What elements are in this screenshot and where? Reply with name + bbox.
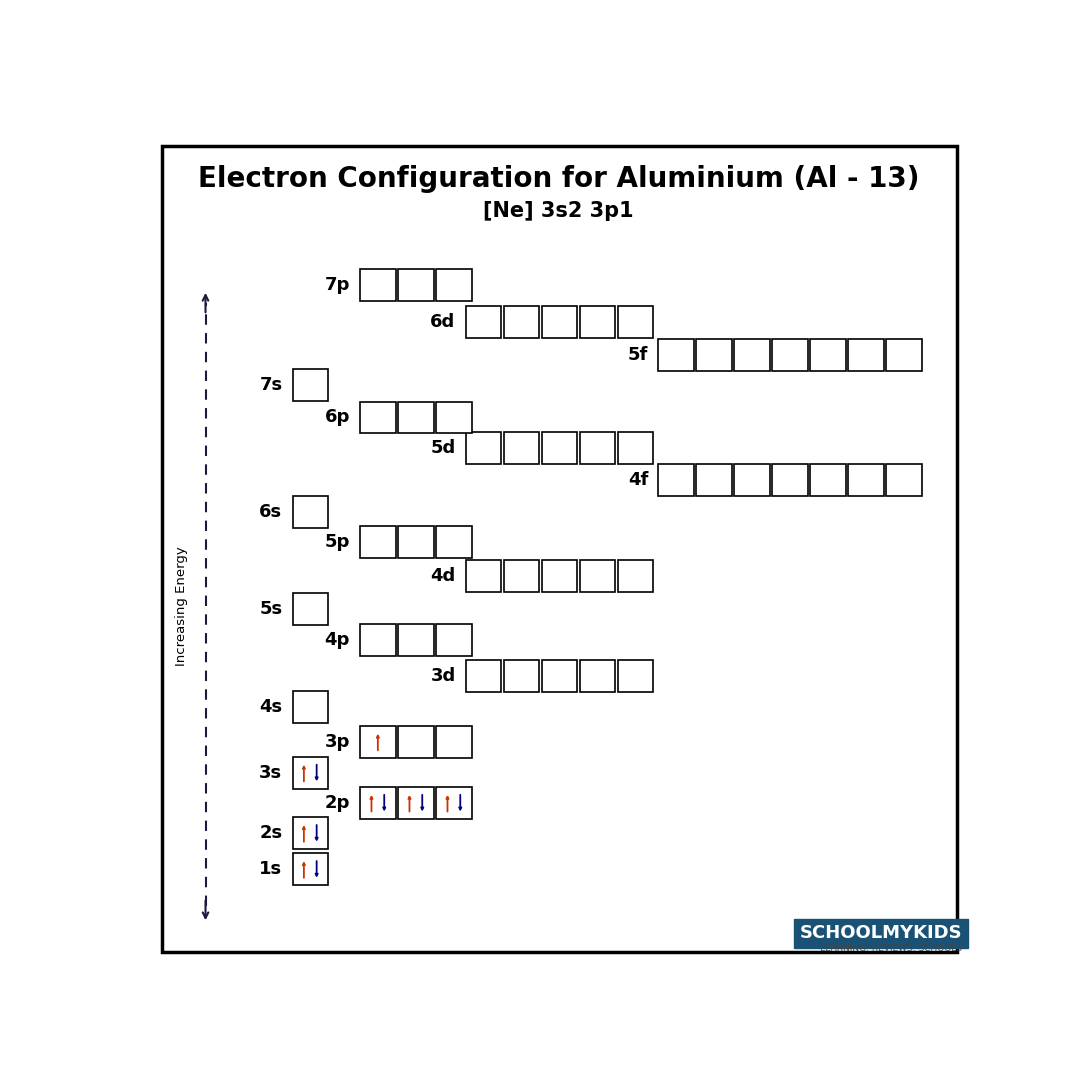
Text: Electron Configuration for Aluminium (Al - 13): Electron Configuration for Aluminium (Al… — [198, 166, 919, 194]
Bar — [886, 464, 922, 497]
Bar — [504, 660, 540, 692]
Bar — [292, 818, 328, 849]
Bar — [398, 269, 434, 301]
Bar — [465, 560, 501, 592]
Text: 6s: 6s — [259, 503, 282, 522]
Text: 5d: 5d — [431, 439, 456, 456]
Text: 6d: 6d — [431, 313, 456, 331]
Text: 4d: 4d — [431, 567, 456, 585]
Bar — [697, 340, 731, 371]
Bar — [580, 660, 615, 692]
Bar — [292, 854, 328, 885]
Bar — [542, 560, 578, 592]
Bar — [542, 431, 578, 464]
Text: 1s: 1s — [259, 860, 282, 879]
Bar — [542, 306, 578, 338]
Bar — [398, 402, 434, 433]
Bar — [436, 526, 472, 559]
Bar — [292, 497, 328, 528]
Text: 5f: 5f — [628, 346, 649, 365]
Bar — [580, 306, 615, 338]
Text: 2s: 2s — [259, 824, 282, 843]
Bar — [292, 369, 328, 401]
Text: 7s: 7s — [259, 376, 282, 394]
Text: 2p: 2p — [325, 794, 350, 812]
Bar — [465, 431, 501, 464]
Bar — [618, 431, 653, 464]
Bar — [398, 726, 434, 758]
Text: Increasing Energy: Increasing Energy — [175, 547, 189, 666]
Bar — [360, 402, 396, 433]
Bar — [360, 624, 396, 656]
Bar — [735, 464, 770, 497]
Text: [Ne] 3s2 3p1: [Ne] 3s2 3p1 — [483, 201, 634, 221]
Text: 4p: 4p — [325, 631, 350, 649]
Bar — [398, 787, 434, 819]
Text: 7p: 7p — [325, 276, 350, 294]
Text: LEARNING. REVIEWS. SCHOOLS: LEARNING. REVIEWS. SCHOOLS — [821, 944, 962, 953]
Bar — [658, 464, 693, 497]
Bar — [292, 757, 328, 788]
Bar — [735, 340, 770, 371]
Bar — [886, 340, 922, 371]
Bar — [848, 464, 884, 497]
Bar — [773, 340, 808, 371]
Bar — [465, 660, 501, 692]
Text: 3s: 3s — [259, 764, 282, 782]
Text: 4s: 4s — [259, 698, 282, 715]
Bar — [618, 660, 653, 692]
Bar — [360, 269, 396, 301]
Bar — [504, 560, 540, 592]
Bar — [618, 306, 653, 338]
Text: 5p: 5p — [325, 534, 350, 551]
Bar — [848, 340, 884, 371]
Bar — [504, 306, 540, 338]
Bar — [580, 560, 615, 592]
Bar — [465, 306, 501, 338]
Bar — [773, 464, 808, 497]
Bar — [360, 787, 396, 819]
Text: 5s: 5s — [259, 600, 282, 617]
Bar — [810, 464, 846, 497]
Bar — [398, 624, 434, 656]
Text: SCHOOLMYKIDS: SCHOOLMYKIDS — [800, 925, 962, 942]
Bar — [658, 340, 693, 371]
Bar — [292, 592, 328, 625]
Text: 3p: 3p — [325, 733, 350, 751]
Text: 3d: 3d — [431, 666, 456, 685]
Bar — [436, 726, 472, 758]
Bar — [398, 526, 434, 559]
Bar — [542, 660, 578, 692]
Bar — [436, 402, 472, 433]
Bar — [810, 340, 846, 371]
Bar — [504, 431, 540, 464]
Bar — [360, 526, 396, 559]
Bar — [360, 726, 396, 758]
Bar — [436, 787, 472, 819]
Bar — [436, 269, 472, 301]
Bar — [697, 464, 731, 497]
Bar — [436, 624, 472, 656]
Text: 6p: 6p — [325, 408, 350, 427]
Text: 4f: 4f — [628, 472, 649, 489]
Bar — [292, 690, 328, 723]
Bar — [618, 560, 653, 592]
Bar — [580, 431, 615, 464]
